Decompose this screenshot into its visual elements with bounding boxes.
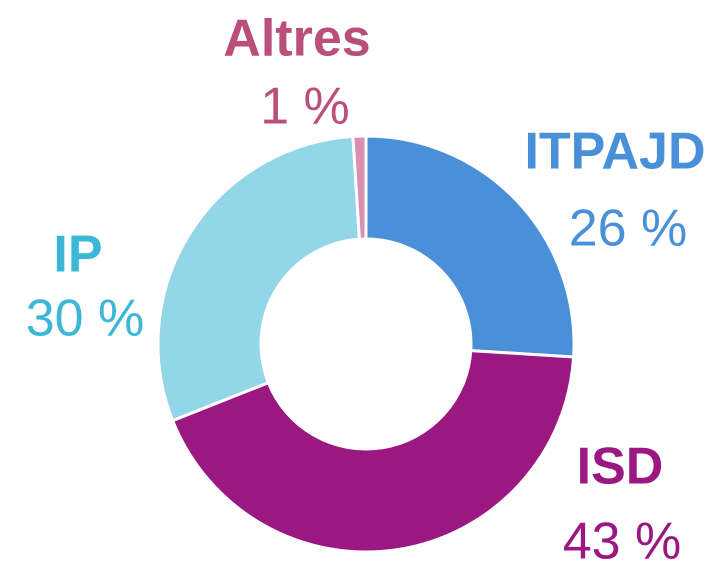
- slice-name: Altres: [223, 10, 370, 68]
- slice-value: 1 %: [260, 78, 350, 136]
- slice-name: IP: [53, 226, 102, 284]
- slice-name: ISD: [577, 438, 664, 496]
- slice: [170, 349, 576, 554]
- slice-value: 26 %: [569, 200, 688, 258]
- slice-name: ITPAJD: [524, 123, 705, 181]
- slice-value: 30 %: [26, 290, 145, 348]
- slice-value: 43 %: [563, 513, 682, 564]
- slice: [364, 134, 576, 359]
- slice: [156, 134, 361, 423]
- slice: [351, 134, 368, 241]
